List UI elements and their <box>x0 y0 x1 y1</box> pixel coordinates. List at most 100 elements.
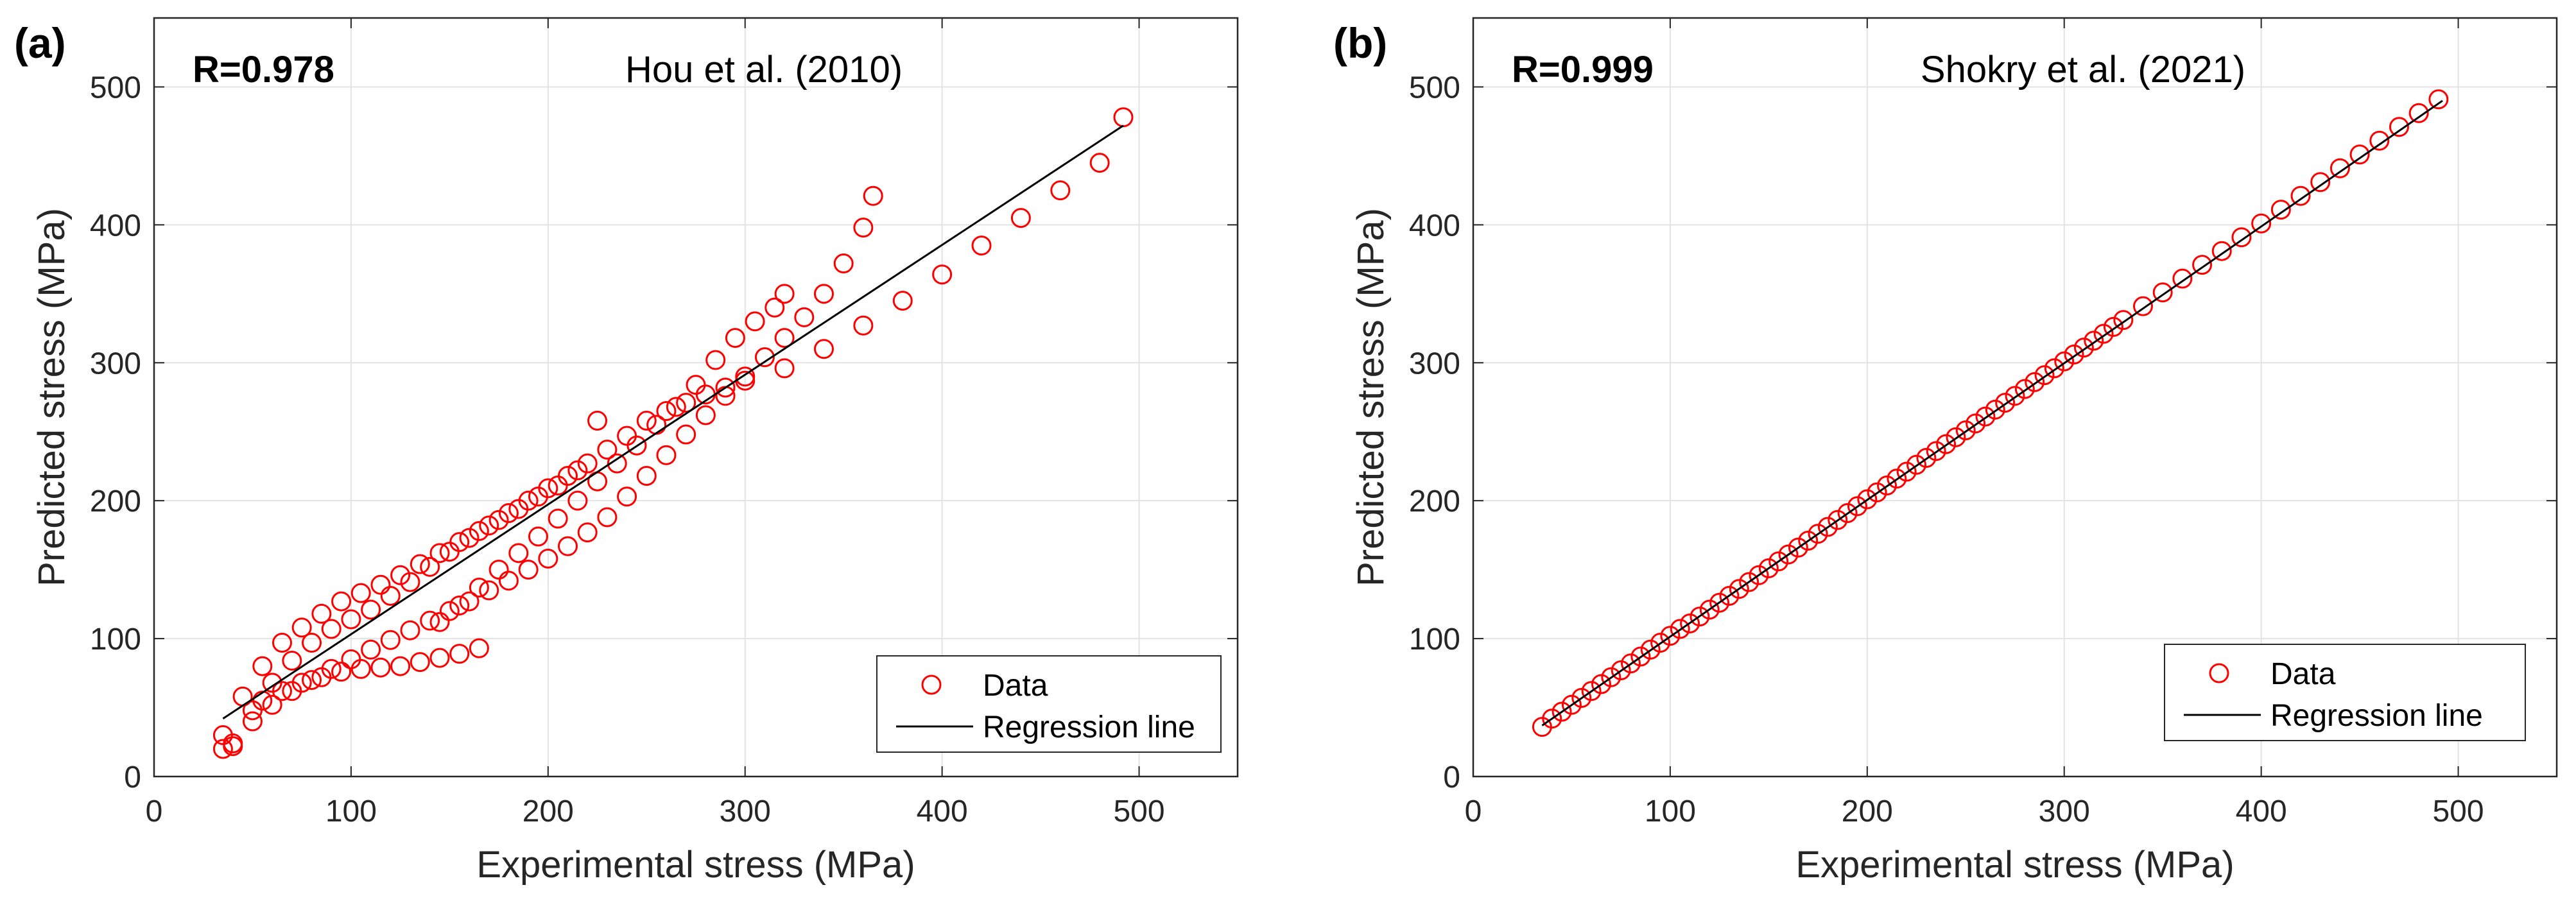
data-point <box>242 711 263 732</box>
data-point <box>1621 653 1641 674</box>
data-point <box>597 440 618 460</box>
data-point <box>597 507 618 528</box>
data-point <box>558 536 578 556</box>
data-point <box>302 633 322 653</box>
y-tick-label: 300 <box>90 347 141 381</box>
data-point <box>1089 153 1110 173</box>
data-point <box>400 620 420 640</box>
data-point <box>282 650 302 671</box>
data-point <box>498 571 519 591</box>
x-axis-label: Experimental stress (MPa) <box>1795 844 2234 886</box>
data-point <box>1650 633 1671 653</box>
legend-data-label: Data <box>983 669 1048 703</box>
data-point <box>2084 331 2104 351</box>
data-point <box>666 397 686 417</box>
data-point <box>636 465 657 486</box>
data-point <box>1670 619 1690 639</box>
data-point <box>656 445 677 465</box>
data-point <box>272 681 292 701</box>
data-point <box>1936 434 1957 454</box>
data-point <box>380 630 401 650</box>
data-point <box>223 733 243 753</box>
data-point <box>853 315 874 336</box>
data-point <box>262 694 282 715</box>
data-point <box>1906 454 1927 475</box>
legend: Data Regression line <box>876 655 1222 753</box>
data-point <box>291 673 312 693</box>
y-tick-label: 300 <box>1409 347 1460 381</box>
data-point <box>1561 694 1582 715</box>
data-point <box>1630 646 1651 667</box>
data-point <box>439 601 460 621</box>
panel-b: 0 100 200 300 400 500 0 100 200 300 400 500 Experime… <box>1333 17 2558 886</box>
data-point <box>2290 185 2311 206</box>
data-point <box>2211 241 2232 261</box>
data-point <box>587 411 608 431</box>
x-axis-label: Experimental stress (MPa) <box>476 844 915 886</box>
data-point <box>2310 172 2331 193</box>
data-point <box>311 667 332 687</box>
legend-regression-label: Regression line <box>2270 699 2483 733</box>
data-point <box>1857 489 1878 510</box>
data-point <box>528 526 548 547</box>
x-tick-label: 0 <box>1465 794 1482 828</box>
y-axis-label: Predicted stress (MPa) <box>31 208 73 587</box>
data-point <box>567 460 588 481</box>
data-point <box>420 556 440 577</box>
data-point <box>656 400 677 421</box>
data-point <box>1758 558 1779 578</box>
data-point <box>459 591 480 612</box>
data-point <box>1946 427 1966 447</box>
y-tick-label: 400 <box>1409 209 1460 243</box>
data-point <box>2103 316 2123 337</box>
data-point <box>449 644 470 664</box>
data-point <box>1581 681 1602 701</box>
data-point <box>449 532 470 553</box>
data-point <box>2270 200 2291 220</box>
data-point <box>321 619 341 639</box>
data-point <box>459 528 480 548</box>
data-point <box>1729 579 1749 599</box>
regression-line <box>222 124 1124 719</box>
x-tick-label: 200 <box>1842 794 1893 828</box>
data-point <box>1985 399 2005 420</box>
data-point <box>607 453 627 474</box>
data-point <box>2064 344 2084 365</box>
data-point <box>390 565 411 585</box>
data-point <box>302 670 322 691</box>
data-point <box>528 486 548 507</box>
chart-title: Shokry et al. (2021) <box>1921 49 2245 90</box>
data-point <box>725 328 745 348</box>
data-point <box>1640 639 1661 660</box>
data-point <box>1847 496 1867 517</box>
legend-regression-label: Regression line <box>983 710 1195 744</box>
y-tick-label: 500 <box>1409 71 1460 105</box>
data-point <box>2231 227 2252 248</box>
y-tick-label: 200 <box>90 485 141 519</box>
data-point <box>1739 572 1759 592</box>
y-tick-label: 0 <box>1443 760 1460 794</box>
data-point <box>2005 386 2025 406</box>
data-point <box>971 236 992 256</box>
y-tick-label: 100 <box>1409 622 1460 657</box>
data-point <box>1877 476 1897 496</box>
data-point <box>350 583 371 603</box>
y-axis-label: Predicted stress (MPa) <box>1350 208 1392 587</box>
data-point <box>479 580 499 601</box>
data-point <box>1887 468 1907 489</box>
data-point <box>1542 708 1562 729</box>
data-point <box>1680 613 1700 633</box>
data-point <box>429 612 450 632</box>
data-point <box>508 543 529 563</box>
y-tick-label: 100 <box>90 622 141 657</box>
x-tick-label: 400 <box>2236 794 2287 828</box>
data-point <box>2251 213 2272 234</box>
data-point <box>429 648 450 668</box>
data-point <box>567 490 588 511</box>
data-point <box>1798 531 1819 551</box>
data-point <box>813 339 834 359</box>
data-point <box>745 311 765 332</box>
data-point <box>577 522 598 543</box>
data-point <box>361 639 381 660</box>
data-point <box>1896 461 1917 482</box>
